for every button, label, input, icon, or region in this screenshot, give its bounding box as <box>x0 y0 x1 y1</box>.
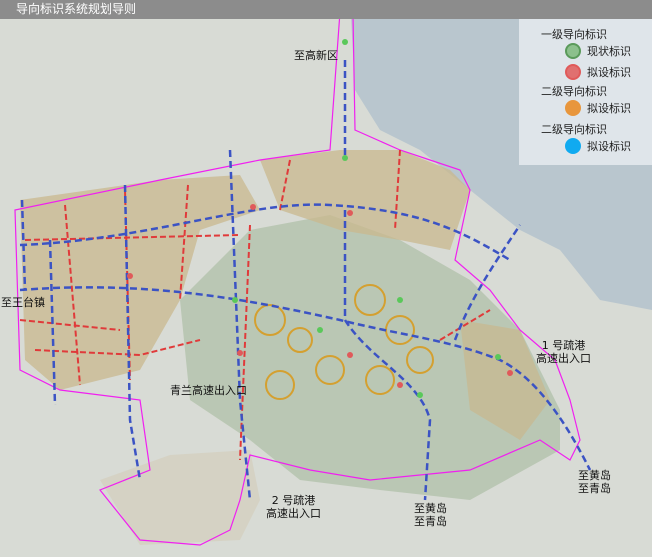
legend-item-existing: 现状标识 <box>565 43 631 59</box>
direction-arrows <box>19 60 592 501</box>
sign-points <box>127 39 513 398</box>
legend: 一级导向标识 现状标识 拟设标识 二级导向标识 拟设标识 二级导向标识 拟设标识 <box>519 19 652 165</box>
green-circle-icon <box>565 43 581 59</box>
label-line: 至青岛 <box>578 482 611 495</box>
planning-boundary <box>14 11 581 546</box>
label-port1: 1 号疏港 高速出入口 <box>536 339 591 365</box>
label-line: 至黄岛 <box>578 469 611 482</box>
legend-item-planned-red: 拟设标识 <box>565 64 631 80</box>
green-area <box>180 215 560 500</box>
legend-label: 拟设标识 <box>587 66 631 79</box>
development-zone-east <box>460 320 550 440</box>
label-south: 至黄岛 至青岛 <box>414 502 447 528</box>
legend-label: 拟设标识 <box>587 140 631 153</box>
label-line: 至青岛 <box>414 515 447 528</box>
label-line: 高速出入口 <box>536 352 591 365</box>
title-bar: 导向标识系统规划导则 <box>0 0 652 19</box>
development-zone-north <box>260 150 470 250</box>
orange-dot-icon <box>565 100 581 116</box>
legend-level1: 一级导向标识 <box>541 28 607 41</box>
legend-item-blue: 拟设标识 <box>565 138 631 154</box>
label-qinglan: 青兰高速出入口 <box>170 384 247 397</box>
label-port2: 2 号疏港 高速出入口 <box>266 494 321 520</box>
label-wangtai: 至王台镇 <box>1 296 45 309</box>
legend-label: 拟设标识 <box>587 102 631 115</box>
blue-dot-icon <box>565 138 581 154</box>
label-southeast: 至黄岛 至青岛 <box>578 469 611 495</box>
label-line: 2 号疏港 <box>271 494 316 507</box>
label-line: 至黄岛 <box>414 502 447 515</box>
red-circle-icon <box>565 64 581 80</box>
label-line: 高速出入口 <box>266 507 321 520</box>
legend-level2b: 二级导向标识 <box>541 123 607 136</box>
legend-level2a: 二级导向标识 <box>541 85 607 98</box>
legend-label: 现状标识 <box>587 45 631 58</box>
label-line: 1 号疏港 <box>541 339 586 352</box>
development-zone-west <box>20 175 260 390</box>
legend-item-orange: 拟设标识 <box>565 100 631 116</box>
label-gaoxin: 至高新区 <box>294 49 338 62</box>
